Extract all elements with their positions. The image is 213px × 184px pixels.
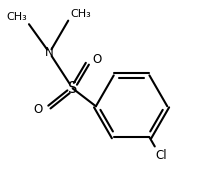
Text: CH₃: CH₃ bbox=[6, 12, 27, 22]
Text: CH₃: CH₃ bbox=[70, 9, 91, 19]
Text: S: S bbox=[68, 81, 77, 96]
Text: N: N bbox=[45, 46, 54, 59]
Text: O: O bbox=[93, 53, 102, 66]
Text: Cl: Cl bbox=[156, 149, 167, 162]
Text: O: O bbox=[33, 103, 43, 116]
